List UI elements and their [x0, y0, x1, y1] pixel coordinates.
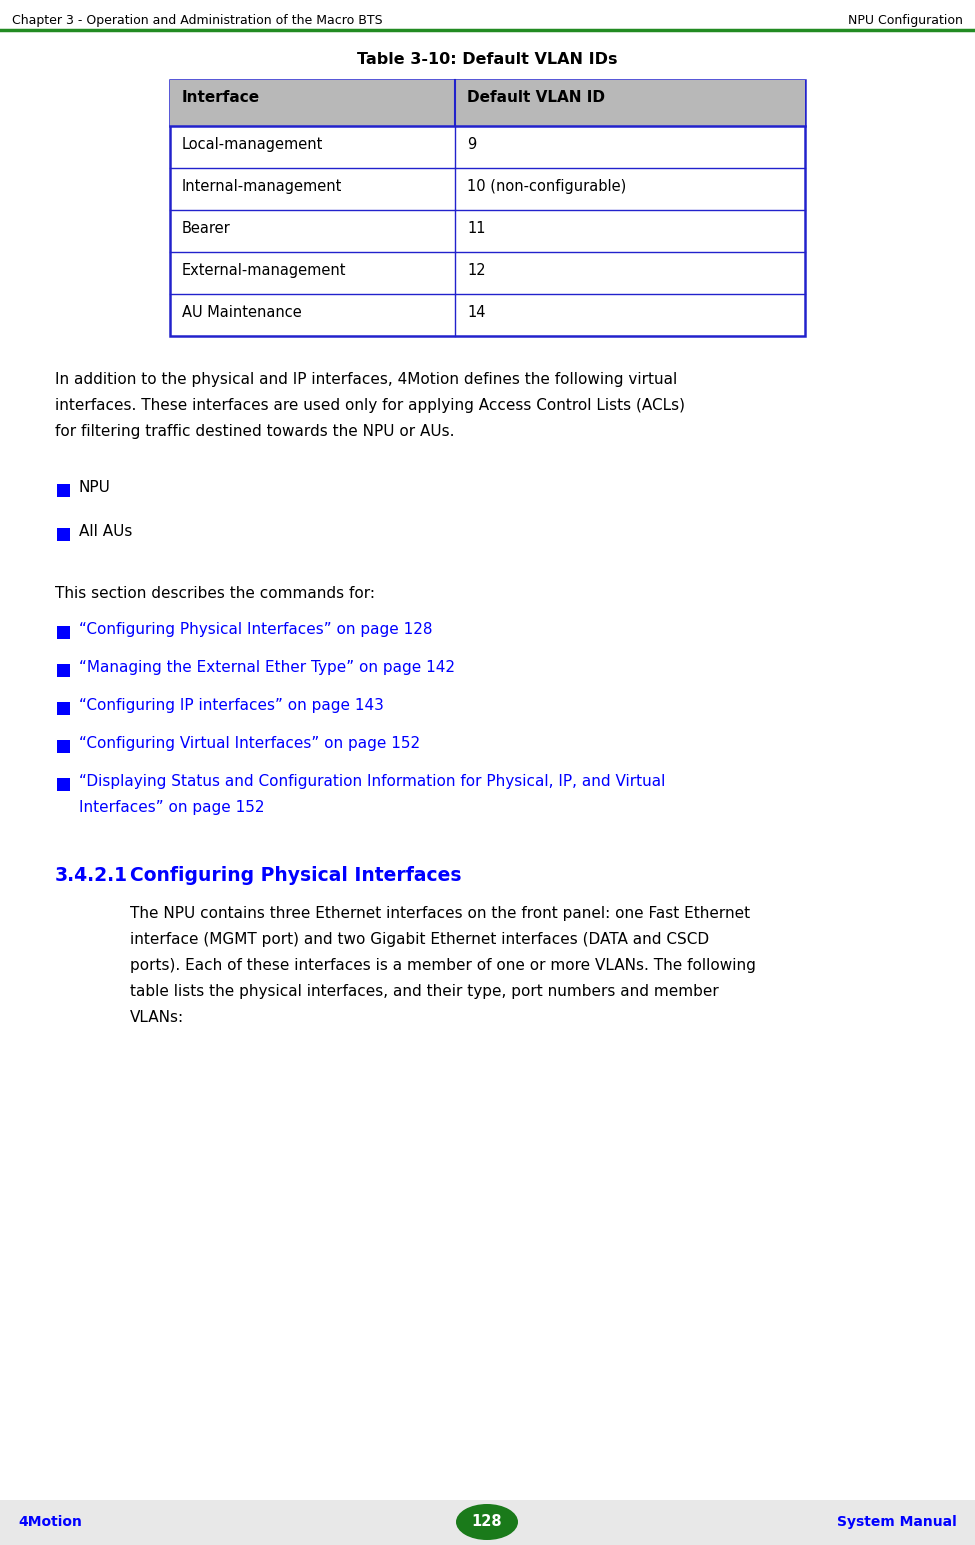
Text: Chapter 3 - Operation and Administration of the Macro BTS: Chapter 3 - Operation and Administration… — [12, 14, 382, 26]
Text: This section describes the commands for:: This section describes the commands for: — [55, 586, 375, 601]
Text: 12: 12 — [467, 263, 486, 278]
Text: 10 (non-configurable): 10 (non-configurable) — [467, 179, 626, 195]
Text: 14: 14 — [467, 304, 486, 320]
Text: “Displaying Status and Configuration Information for Physical, IP, and Virtual: “Displaying Status and Configuration Inf… — [79, 774, 665, 789]
Text: ports). Each of these interfaces is a member of one or more VLANs. The following: ports). Each of these interfaces is a me… — [130, 958, 756, 973]
Bar — [57, 701, 70, 715]
Text: Configuring Physical Interfaces: Configuring Physical Interfaces — [130, 867, 461, 885]
Bar — [57, 779, 70, 791]
Bar — [170, 80, 805, 335]
Text: 128: 128 — [472, 1514, 502, 1530]
Text: 9: 9 — [467, 138, 476, 151]
Text: All AUs: All AUs — [79, 524, 133, 539]
Text: 4Motion: 4Motion — [18, 1516, 82, 1530]
Text: 3.4.2.1: 3.4.2.1 — [55, 867, 128, 885]
Text: External-management: External-management — [182, 263, 346, 278]
Bar — [0, 1500, 975, 1545]
Text: for filtering traffic destined towards the NPU or AUs.: for filtering traffic destined towards t… — [55, 423, 454, 439]
Text: “Managing the External Ether Type” on page 142: “Managing the External Ether Type” on pa… — [79, 660, 455, 675]
Bar — [170, 80, 805, 127]
Text: Default VLAN ID: Default VLAN ID — [467, 90, 605, 105]
Text: Table 3-10: Default VLAN IDs: Table 3-10: Default VLAN IDs — [357, 53, 617, 66]
Text: The NPU contains three Ethernet interfaces on the front panel: one Fast Ethernet: The NPU contains three Ethernet interfac… — [130, 905, 750, 921]
Text: Interface: Interface — [182, 90, 260, 105]
Text: VLANs:: VLANs: — [130, 1010, 184, 1024]
Text: Local-management: Local-management — [182, 138, 324, 151]
Text: NPU Configuration: NPU Configuration — [848, 14, 963, 26]
Text: “Configuring Physical Interfaces” on page 128: “Configuring Physical Interfaces” on pag… — [79, 623, 433, 637]
Bar — [57, 484, 70, 497]
Text: table lists the physical interfaces, and their type, port numbers and member: table lists the physical interfaces, and… — [130, 984, 719, 1000]
Ellipse shape — [456, 1503, 518, 1540]
Text: “Configuring IP interfaces” on page 143: “Configuring IP interfaces” on page 143 — [79, 698, 384, 712]
Text: NPU: NPU — [79, 480, 111, 494]
Text: In addition to the physical and IP interfaces, 4Motion defines the following vir: In addition to the physical and IP inter… — [55, 372, 678, 386]
Bar — [57, 664, 70, 677]
Bar — [57, 626, 70, 640]
Text: Internal-management: Internal-management — [182, 179, 342, 195]
Text: 11: 11 — [467, 221, 486, 236]
Text: AU Maintenance: AU Maintenance — [182, 304, 301, 320]
Bar — [57, 528, 70, 541]
Text: System Manual: System Manual — [838, 1516, 957, 1530]
Text: Bearer: Bearer — [182, 221, 231, 236]
Text: “Configuring Virtual Interfaces” on page 152: “Configuring Virtual Interfaces” on page… — [79, 735, 420, 751]
Text: Interfaces” on page 152: Interfaces” on page 152 — [79, 800, 264, 816]
Bar — [57, 740, 70, 752]
Text: interfaces. These interfaces are used only for applying Access Control Lists (AC: interfaces. These interfaces are used on… — [55, 399, 685, 413]
Text: interface (MGMT port) and two Gigabit Ethernet interfaces (DATA and CSCD: interface (MGMT port) and two Gigabit Et… — [130, 932, 709, 947]
